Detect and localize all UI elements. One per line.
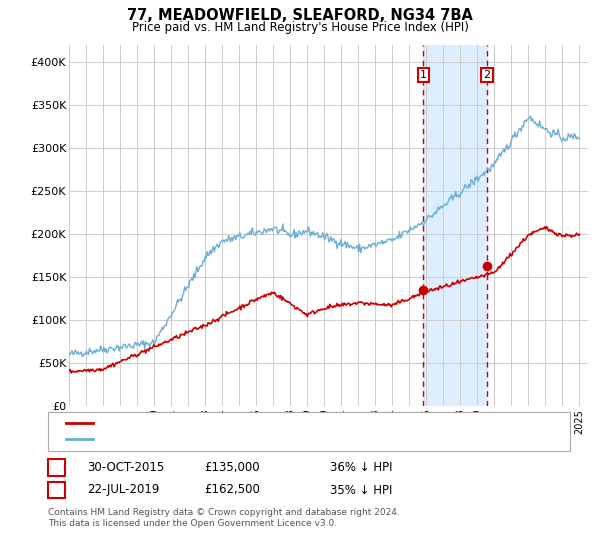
Text: 35% ↓ HPI: 35% ↓ HPI (330, 483, 392, 497)
Text: 77, MEADOWFIELD, SLEAFORD, NG34 7BA: 77, MEADOWFIELD, SLEAFORD, NG34 7BA (127, 8, 473, 24)
Text: 2: 2 (53, 483, 60, 497)
Text: £162,500: £162,500 (204, 483, 260, 497)
Text: 1: 1 (53, 461, 60, 474)
Text: This data is licensed under the Open Government Licence v3.0.: This data is licensed under the Open Gov… (48, 519, 337, 528)
Text: Contains HM Land Registry data © Crown copyright and database right 2024.: Contains HM Land Registry data © Crown c… (48, 508, 400, 517)
Text: Price paid vs. HM Land Registry's House Price Index (HPI): Price paid vs. HM Land Registry's House … (131, 21, 469, 34)
Text: 77, MEADOWFIELD, SLEAFORD, NG34 7BA (detached house): 77, MEADOWFIELD, SLEAFORD, NG34 7BA (det… (99, 418, 413, 428)
Text: £135,000: £135,000 (204, 461, 260, 474)
Text: 2: 2 (483, 70, 490, 80)
Bar (424, 45, 487, 406)
Text: 36% ↓ HPI: 36% ↓ HPI (330, 461, 392, 474)
Text: HPI: Average price, detached house, North Kesteven: HPI: Average price, detached house, Nort… (99, 434, 372, 444)
Text: 22-JUL-2019: 22-JUL-2019 (87, 483, 160, 497)
Text: 30-OCT-2015: 30-OCT-2015 (87, 461, 164, 474)
Text: 1: 1 (420, 70, 427, 80)
